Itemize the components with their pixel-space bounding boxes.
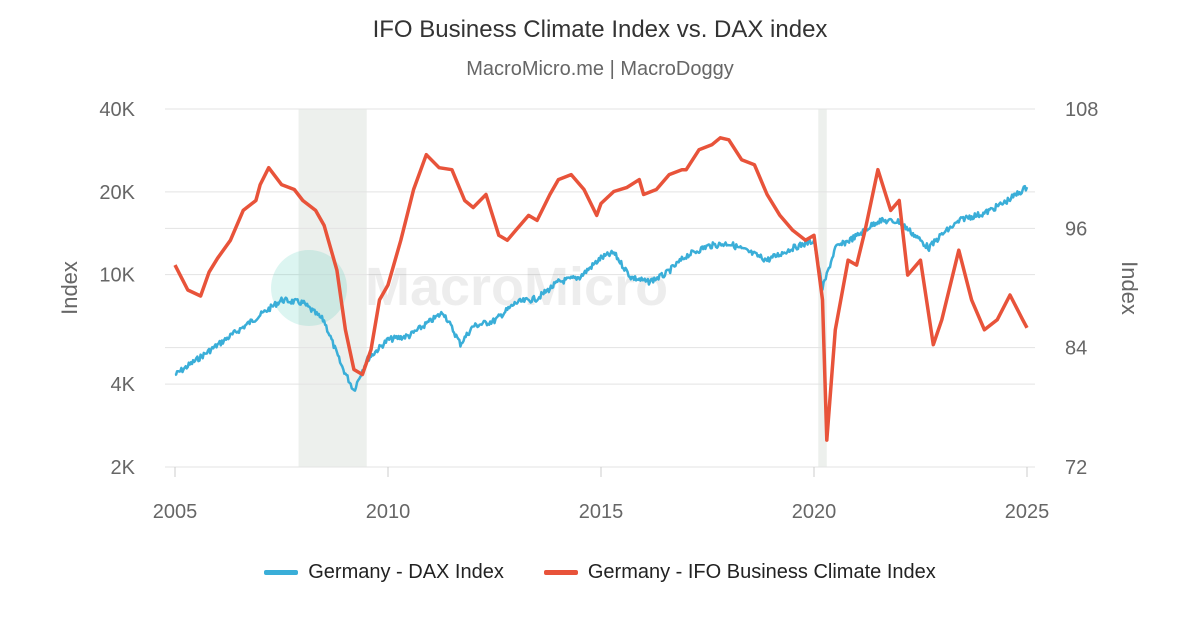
chart-title: IFO Business Climate Index vs. DAX index	[372, 16, 828, 43]
left-tick-label: 40K	[99, 99, 135, 121]
left-tick-label: 4K	[111, 374, 136, 396]
right-tick-label: 96	[1065, 218, 1087, 240]
legend-label-ifo: Germany - IFO Business Climate Index	[587, 561, 936, 583]
left-tick-label: 2K	[111, 457, 136, 479]
right-tick-label: 72	[1065, 457, 1087, 479]
right-tick-label: 84	[1065, 338, 1087, 360]
legend-item-ifo[interactable]: Germany - IFO Business Climate Index	[543, 561, 936, 584]
x-tick-label: 2025	[1005, 501, 1050, 523]
left-tick-label: 20K	[99, 182, 135, 204]
right-axis-label: Index	[1117, 261, 1142, 315]
recession-shade	[298, 109, 367, 467]
legend-swatch-ifo	[543, 570, 578, 575]
legend-label-dax: Germany - DAX Index	[308, 561, 504, 583]
x-tick-label: 2005	[153, 501, 198, 523]
left-tick-label: 10K	[99, 265, 135, 287]
legend: Germany - DAX Index Germany - IFO Busine…	[0, 561, 1200, 584]
x-tick-label: 2015	[579, 501, 624, 523]
legend-item-dax[interactable]: Germany - DAX Index	[264, 561, 504, 584]
watermark: MacroMicro	[365, 257, 668, 317]
watermark-logo	[271, 250, 347, 326]
left-axis-label: Index	[57, 261, 82, 315]
right-tick-label: 108	[1065, 99, 1098, 121]
x-tick-label: 2020	[792, 501, 837, 523]
legend-swatch-dax	[264, 570, 299, 575]
dax-line	[174, 184, 1029, 392]
x-tick-label: 2010	[366, 501, 411, 523]
chart-subtitle: MacroMicro.me | MacroDoggy	[466, 58, 734, 80]
